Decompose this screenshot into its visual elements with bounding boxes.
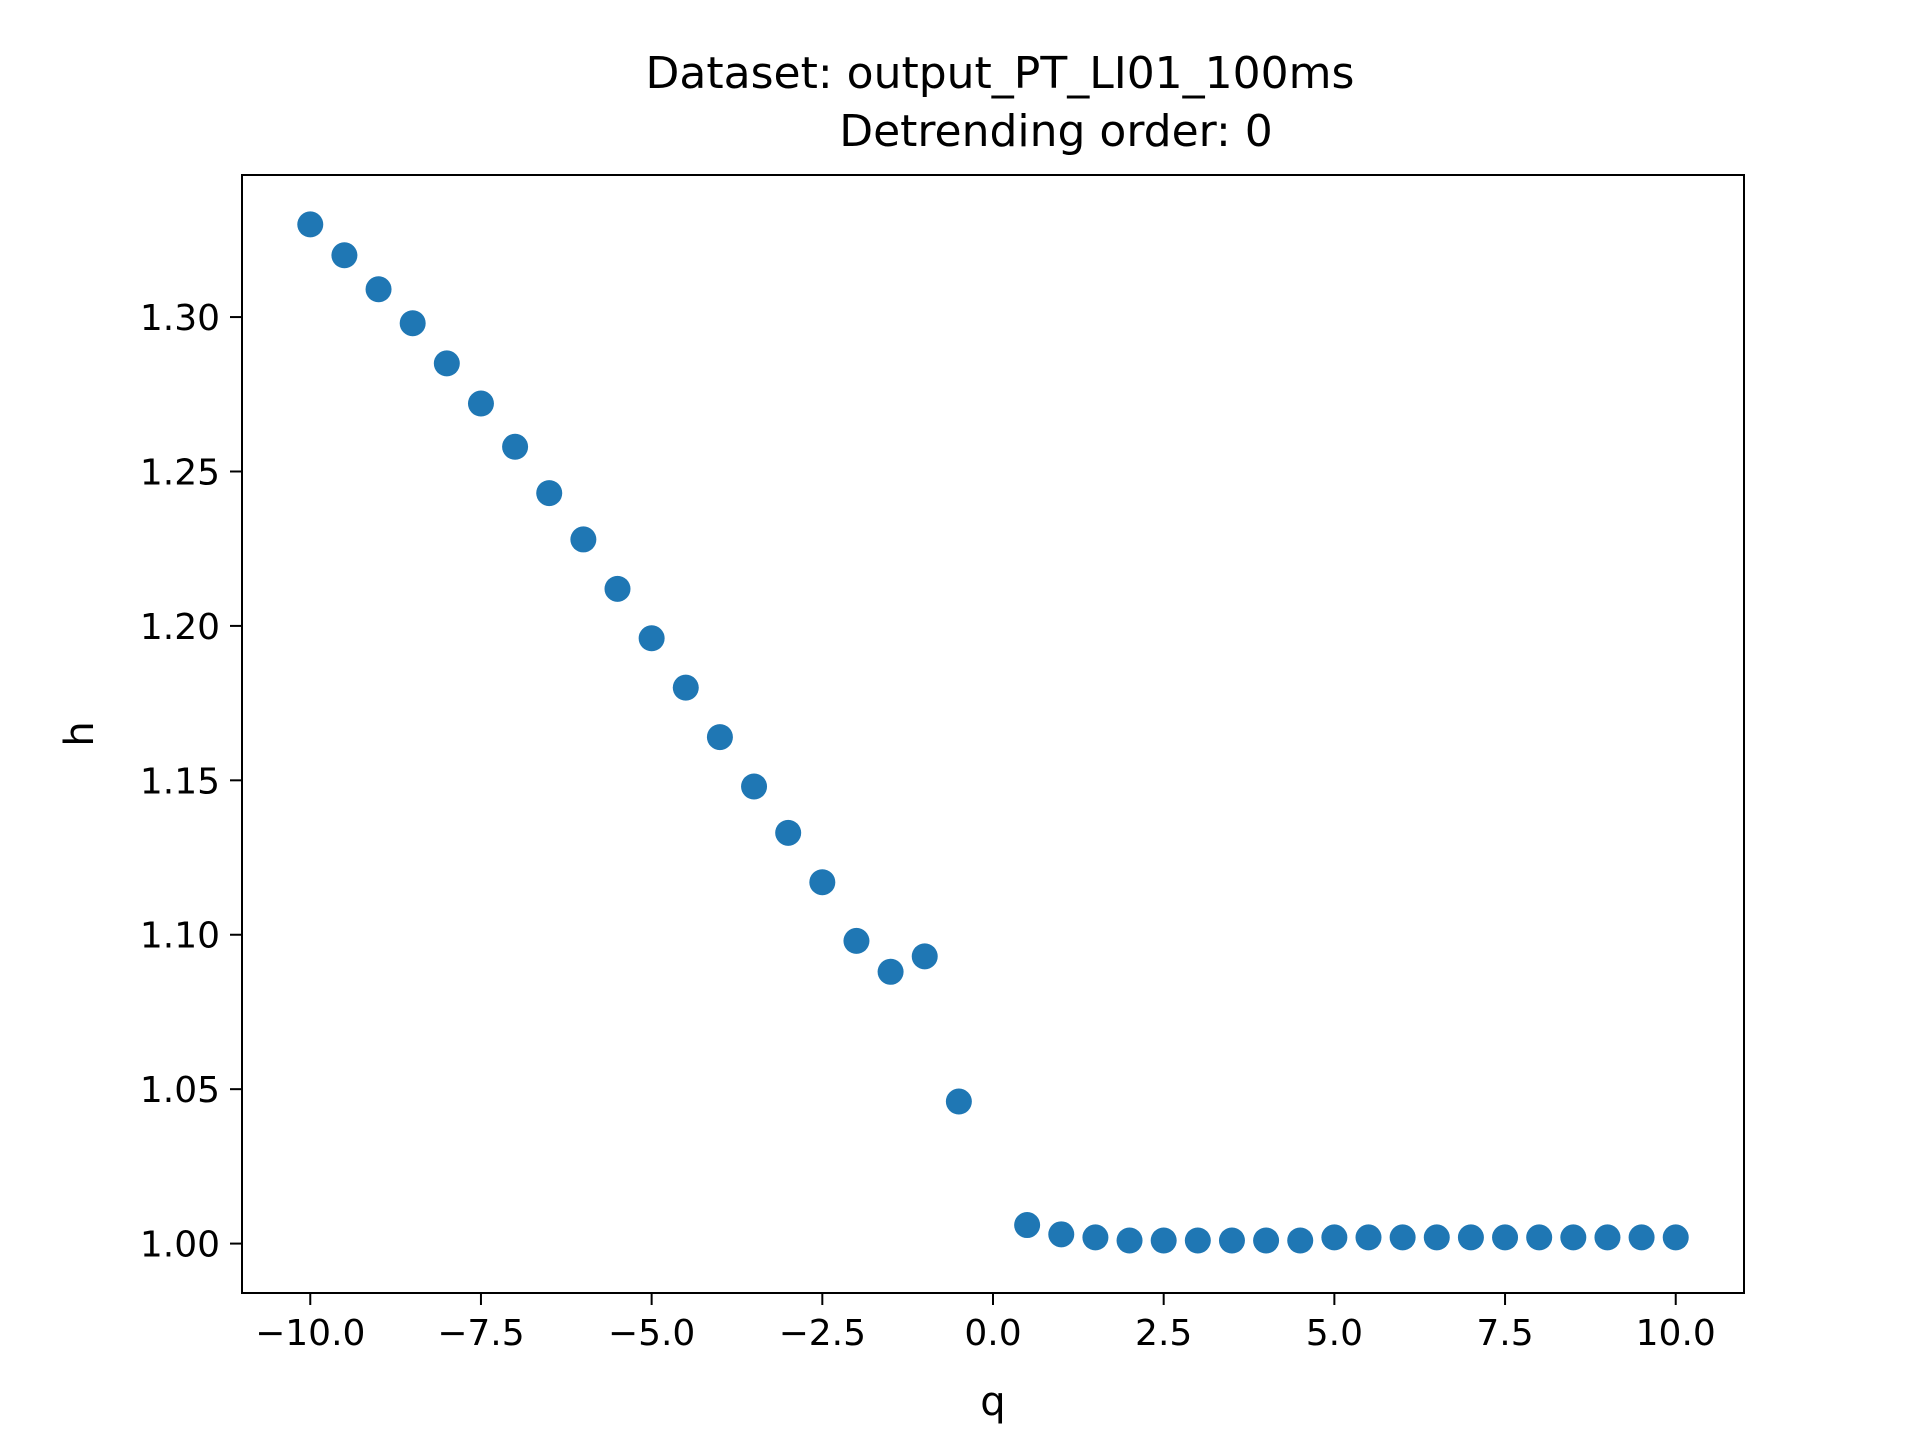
chart-subtitle: Detrending order: 0 — [839, 106, 1273, 157]
data-point — [536, 480, 563, 507]
data-point — [331, 242, 358, 269]
data-point — [604, 575, 631, 602]
data-point — [365, 276, 392, 303]
data-point — [1048, 1221, 1075, 1248]
data-point — [1321, 1224, 1348, 1251]
data-point — [741, 773, 768, 800]
data-point — [1389, 1224, 1416, 1251]
data-point — [1560, 1224, 1587, 1251]
data-point — [1116, 1227, 1143, 1254]
data-point — [843, 927, 870, 954]
data-point — [467, 390, 494, 417]
y-tick-label: 1.00 — [140, 1225, 220, 1266]
data-point — [1526, 1224, 1553, 1251]
data-point — [570, 526, 597, 553]
data-point — [1287, 1227, 1314, 1254]
data-point — [1423, 1224, 1450, 1251]
y-tick-label: 1.30 — [140, 298, 220, 339]
y-tick-label: 1.10 — [140, 916, 220, 957]
data-point — [945, 1088, 972, 1115]
data-point — [775, 819, 802, 846]
data-point — [877, 958, 904, 985]
data-point — [1355, 1224, 1382, 1251]
x-tick-label: −7.5 — [437, 1313, 524, 1354]
data-point — [1014, 1212, 1041, 1239]
x-axis: −10.0 −7.5 −5.0 −2.5 0.0 2.5 5.0 7.5 10.0 — [255, 1293, 1716, 1354]
data-point — [502, 433, 529, 460]
data-point — [672, 674, 699, 701]
data-point — [1184, 1227, 1211, 1254]
data-point — [911, 943, 938, 970]
data-point — [809, 869, 836, 896]
x-tick-label: −2.5 — [779, 1313, 866, 1354]
data-point — [1628, 1224, 1655, 1251]
data-point — [433, 350, 460, 377]
data-point — [1594, 1224, 1621, 1251]
y-axis-label: h — [57, 721, 103, 746]
y-tick-label: 1.15 — [140, 761, 220, 802]
data-point — [706, 724, 733, 751]
plot-frame — [241, 174, 1745, 1294]
y-tick-label: 1.20 — [140, 607, 220, 648]
x-tick-label: 10.0 — [1636, 1313, 1716, 1354]
y-axis: 1.00 1.05 1.10 1.15 1.20 1.25 1.30 — [140, 298, 242, 1266]
x-tick-label: −5.0 — [608, 1313, 695, 1354]
x-tick-label: 2.5 — [1135, 1313, 1192, 1354]
data-point — [1218, 1227, 1245, 1254]
chart-title: Dataset: output_PT_LI01_100ms — [646, 48, 1355, 99]
data-point — [1662, 1224, 1689, 1251]
data-point — [399, 310, 426, 337]
data-point — [638, 625, 665, 652]
data-point — [1492, 1224, 1519, 1251]
data-point — [1150, 1227, 1177, 1254]
data-points — [297, 211, 1689, 1254]
x-tick-label: 7.5 — [1476, 1313, 1533, 1354]
data-point — [1457, 1224, 1484, 1251]
x-axis-label: q — [980, 1379, 1005, 1425]
x-tick-label: 5.0 — [1306, 1313, 1363, 1354]
x-tick-label: 0.0 — [964, 1313, 1021, 1354]
data-point — [297, 211, 324, 238]
x-tick-label: −10.0 — [255, 1313, 365, 1354]
y-tick-label: 1.25 — [140, 452, 220, 493]
data-point — [1082, 1224, 1109, 1251]
y-tick-label: 1.05 — [140, 1070, 220, 1111]
data-point — [1253, 1227, 1280, 1254]
